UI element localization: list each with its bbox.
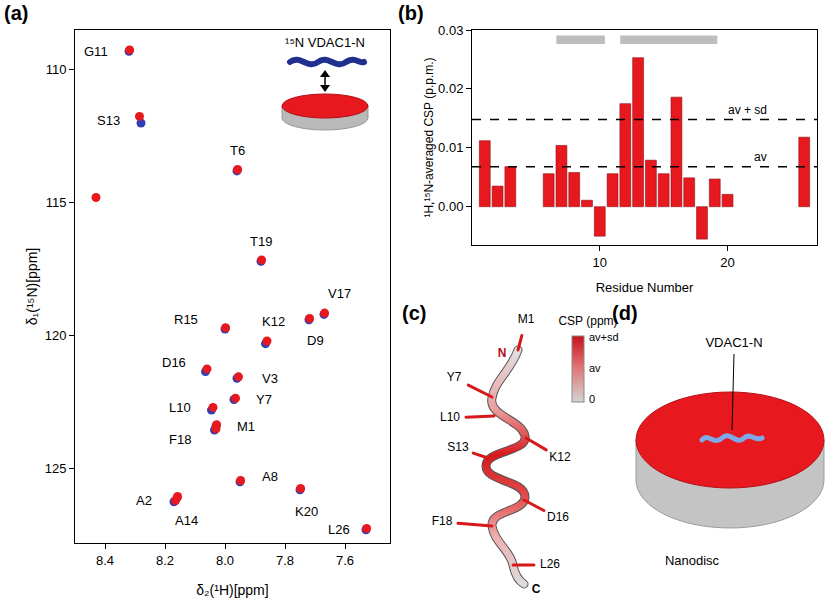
svg-text:T6: T6 [230, 143, 245, 158]
svg-text:M1: M1 [237, 419, 255, 434]
svg-text:A2: A2 [136, 493, 152, 508]
svg-text:av+sd: av+sd [589, 331, 619, 343]
svg-text:Residue Number: Residue Number [596, 280, 694, 295]
svg-text:S13: S13 [447, 440, 469, 454]
svg-text:8.4: 8.4 [96, 553, 114, 568]
svg-text:D16: D16 [547, 510, 569, 524]
svg-text:Y7: Y7 [256, 392, 272, 407]
svg-text:125: 125 [45, 461, 67, 476]
svg-text:C: C [532, 582, 541, 596]
svg-text:CSP (ppm): CSP (ppm) [558, 314, 617, 328]
svg-text:T19: T19 [250, 234, 272, 249]
svg-text:L26: L26 [540, 557, 560, 571]
svg-text:K20: K20 [295, 504, 318, 519]
svg-text:115: 115 [46, 195, 67, 210]
svg-text:110: 110 [46, 62, 67, 77]
svg-text:F18: F18 [169, 432, 191, 447]
svg-text:av + sd: av + sd [728, 103, 767, 117]
svg-text:M1: M1 [518, 312, 535, 326]
html-text:(a): (a) [4, 2, 29, 24]
svg-text:G11: G11 [84, 44, 108, 59]
svg-text:D9: D9 [307, 333, 324, 348]
svg-text:F18: F18 [432, 514, 453, 528]
html-text:(b): (b) [398, 2, 424, 24]
svg-text:0.03: 0.03 [438, 23, 463, 38]
svg-text:120: 120 [45, 328, 67, 343]
svg-text:0.00: 0.00 [438, 199, 463, 214]
svg-text:Nanodisc: Nanodisc [665, 553, 720, 568]
svg-text:R15: R15 [174, 312, 198, 327]
svg-text:av: av [589, 362, 601, 374]
svg-text:L10: L10 [169, 400, 191, 415]
svg-text:20: 20 [720, 255, 734, 270]
svg-text:V3: V3 [262, 371, 278, 386]
svg-text:K12: K12 [262, 314, 285, 329]
svg-text:7.6: 7.6 [336, 553, 354, 568]
svg-text:L26: L26 [328, 522, 350, 537]
svg-text:0: 0 [589, 393, 595, 405]
svg-text:7.8: 7.8 [276, 553, 294, 568]
svg-text:N: N [498, 346, 507, 360]
svg-text:av: av [754, 150, 767, 164]
svg-text:¹H,¹⁵N-averaged CSP (p.p.m.): ¹H,¹⁵N-averaged CSP (p.p.m.) [422, 57, 436, 217]
svg-text:D16: D16 [162, 355, 186, 370]
svg-text:0.01: 0.01 [438, 140, 463, 155]
svg-text:¹⁵N VDAC1-N: ¹⁵N VDAC1-N [285, 35, 365, 50]
svg-text:Y7: Y7 [447, 370, 462, 384]
html-text:(d): (d) [612, 302, 638, 324]
svg-text:8.2: 8.2 [156, 553, 174, 568]
svg-text:A14: A14 [175, 513, 198, 528]
svg-text:K12: K12 [549, 450, 571, 464]
svg-text:V17: V17 [328, 286, 351, 301]
svg-text:S13: S13 [97, 113, 120, 128]
svg-text:8.0: 8.0 [216, 553, 234, 568]
html-text:(c): (c) [402, 302, 427, 324]
svg-text:VDAC1-N: VDAC1-N [705, 335, 762, 350]
svg-text:δ₂(¹H)[ppm]: δ₂(¹H)[ppm] [196, 582, 268, 598]
svg-text:δ₁(¹⁵N)[ppm]: δ₁(¹⁵N)[ppm] [24, 248, 40, 325]
svg-text:L10: L10 [440, 410, 460, 424]
svg-text:10: 10 [593, 255, 607, 270]
svg-text:A8: A8 [262, 469, 278, 484]
svg-text:0.02: 0.02 [438, 81, 463, 96]
